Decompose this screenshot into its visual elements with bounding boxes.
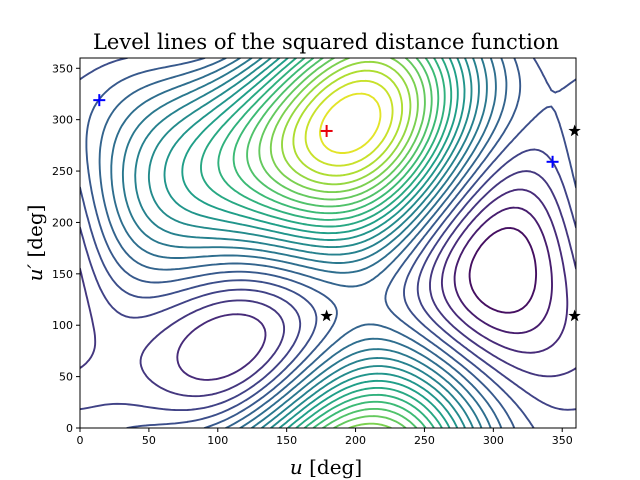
- y-tick-label: 150: [52, 268, 73, 281]
- contour-level: [269, 58, 419, 428]
- y-axis-label: u′ [deg]: [23, 205, 47, 282]
- contour-level: [80, 148, 576, 412]
- x-axis-variable: u: [290, 455, 303, 479]
- contour-level: [281, 60, 412, 186]
- y-tick-label: 50: [59, 371, 73, 384]
- maximum-marker: [320, 124, 333, 137]
- contour-level: [217, 58, 446, 428]
- x-tick-label: 300: [483, 434, 504, 447]
- contour-level: [468, 226, 538, 314]
- minimum-marker: [546, 155, 559, 168]
- y-axis-unit: [deg]: [23, 205, 47, 264]
- contour-level: [453, 206, 553, 335]
- x-tick-label: 200: [345, 434, 366, 447]
- x-tick-label: 100: [207, 434, 228, 447]
- x-tick-label: 350: [552, 434, 573, 447]
- x-axis-unit: [deg]: [303, 455, 362, 479]
- minimum-marker: [93, 94, 106, 107]
- y-tick-label: 350: [52, 62, 73, 75]
- y-axis: 0 50 100 150 200 250 300 350: [52, 62, 80, 435]
- x-axis: 0 50 100 150 200 250 300 350: [77, 428, 573, 447]
- contour-level: [200, 58, 453, 428]
- plot-frame: [79, 57, 577, 429]
- contour-level: [258, 58, 426, 428]
- contour-level: [85, 58, 522, 428]
- saddle-marker: [568, 124, 581, 137]
- saddle-marker: [568, 309, 581, 322]
- contour-level: [121, 58, 488, 428]
- y-tick-label: 100: [52, 319, 73, 332]
- x-tick-label: 0: [77, 434, 84, 447]
- contour-lines: [80, 58, 576, 428]
- contour-level: [232, 58, 440, 428]
- contour-level: [147, 58, 473, 428]
- x-axis-label: u [deg]: [290, 455, 362, 479]
- contour-level: [80, 170, 576, 398]
- contour-level: [98, 58, 508, 428]
- contour-level: [292, 69, 404, 177]
- y-tick-label: 250: [52, 165, 73, 178]
- x-tick-label: 150: [276, 434, 297, 447]
- chart-title: Level lines of the squared distance func…: [93, 30, 559, 54]
- contour-level: [163, 58, 466, 428]
- contour-level: [176, 188, 569, 381]
- contour-level: [181, 58, 459, 428]
- y-tick-label: 0: [66, 422, 73, 435]
- y-tick-label: 300: [52, 114, 73, 127]
- x-tick-label: 50: [142, 434, 156, 447]
- saddle-marker: [320, 309, 333, 322]
- contour-level: [319, 92, 382, 154]
- y-tick-label: 200: [52, 216, 73, 229]
- contour-level: [304, 79, 394, 167]
- x-tick-label: 250: [414, 434, 435, 447]
- critical-point-markers: [93, 94, 581, 322]
- y-axis-variable: u′: [23, 264, 47, 282]
